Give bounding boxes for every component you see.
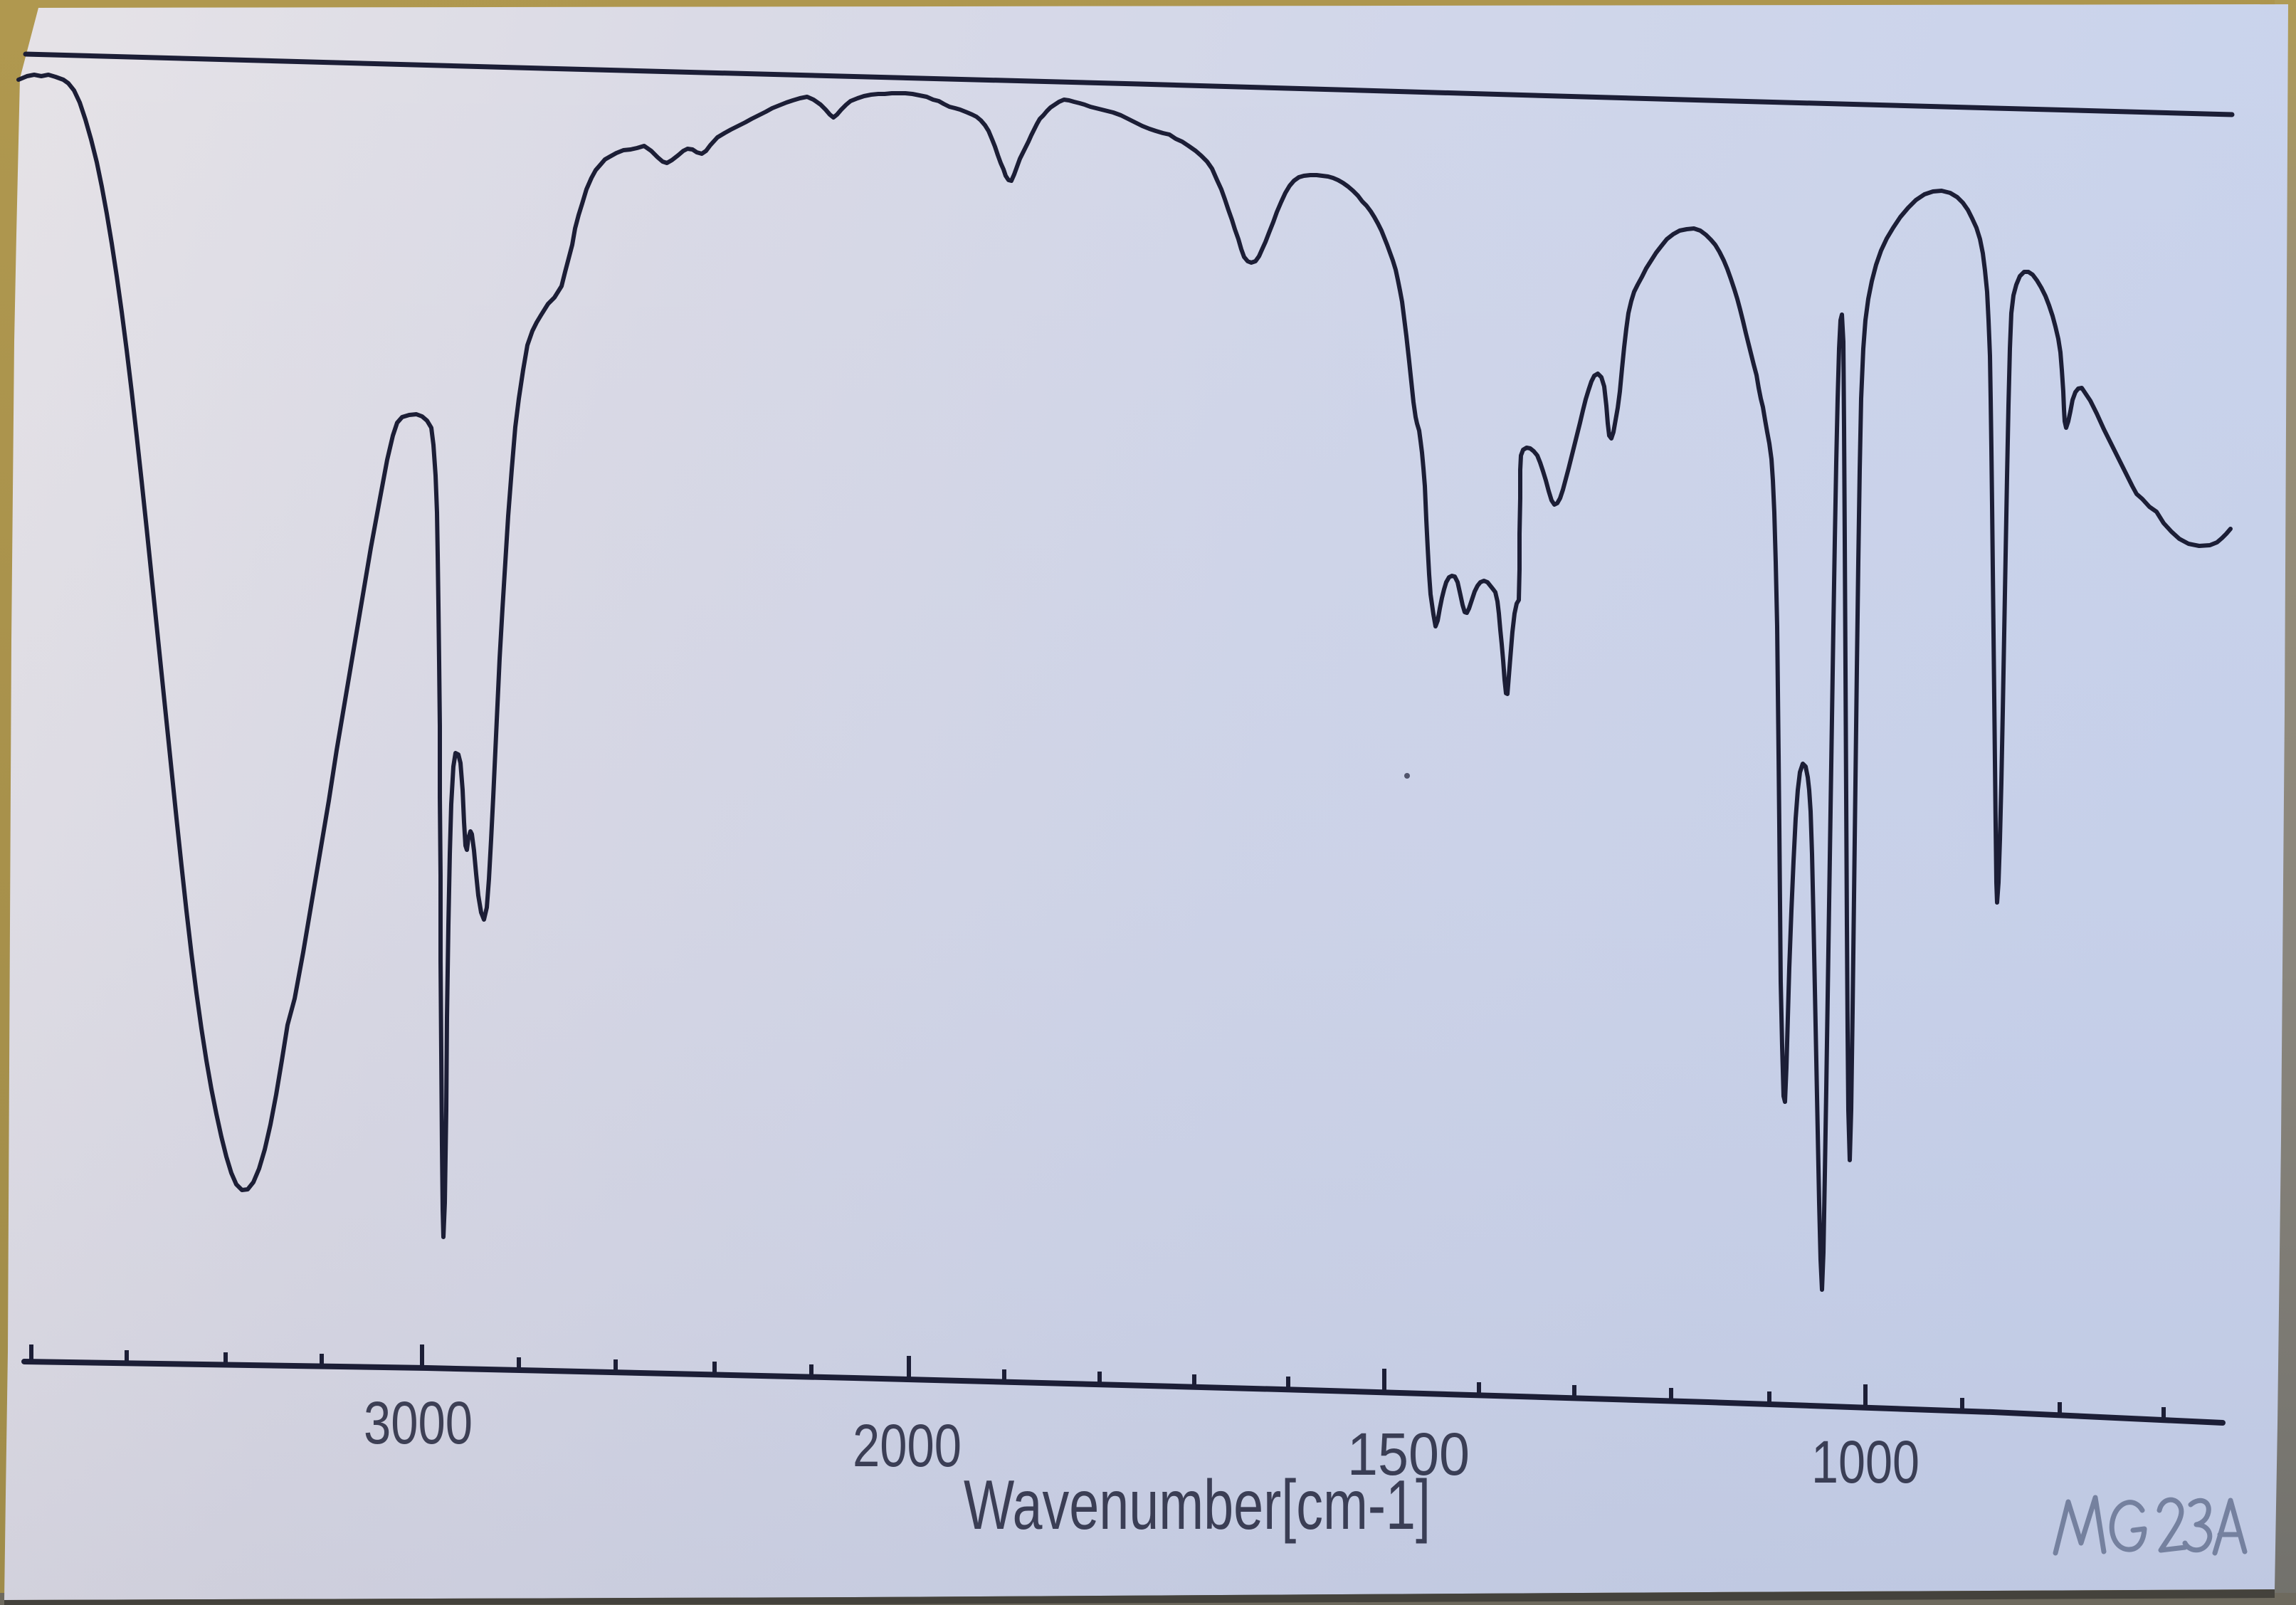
svg-text:Wavenumber[cm-1]: Wavenumber[cm-1] bbox=[964, 1465, 1431, 1544]
svg-text:3000: 3000 bbox=[364, 1389, 473, 1456]
svg-text:1500: 1500 bbox=[1347, 1421, 1470, 1488]
svg-text:2000: 2000 bbox=[853, 1412, 962, 1479]
svg-text:1000: 1000 bbox=[1811, 1428, 1920, 1495]
